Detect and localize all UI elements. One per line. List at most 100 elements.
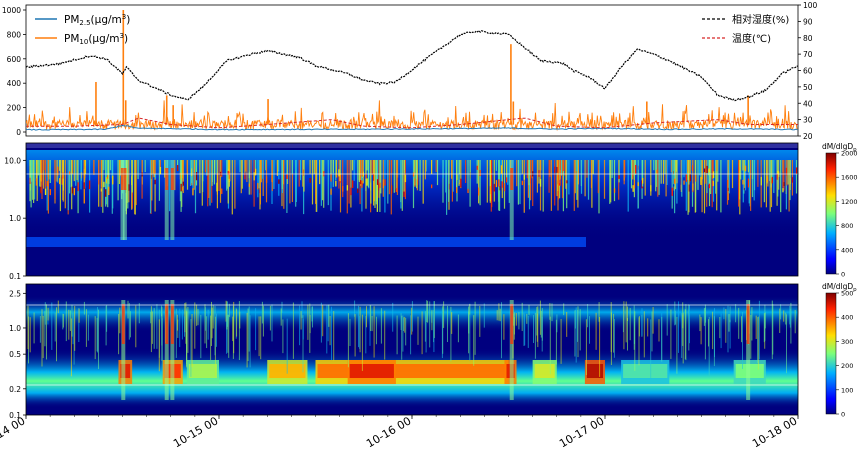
heatmap-cell	[150, 306, 152, 353]
y-tick-label: 400	[7, 79, 22, 88]
heatmap-cell	[629, 308, 631, 341]
heatmap-cell	[421, 311, 423, 355]
heatmap-cell	[491, 160, 493, 208]
heatmap-cell	[373, 173, 375, 181]
heatmap-cell	[194, 302, 196, 349]
heatmap-cell	[211, 160, 213, 186]
heatmap-cell	[496, 310, 498, 321]
pm25-series-line	[26, 124, 798, 131]
colorbar-middle: dM/dlgDp 0 400 800 1200 1600 2000	[822, 142, 858, 279]
heatmap-cell	[755, 315, 757, 339]
heatmap-cell	[348, 160, 350, 204]
heatmap-cell	[335, 180, 337, 187]
heatmap-cell	[769, 160, 771, 212]
heatmap-cell	[144, 160, 146, 172]
heatmap-cell	[265, 176, 268, 183]
heatmap-cell	[414, 160, 416, 176]
heatmap-cell	[610, 302, 612, 353]
heatmap-cell	[757, 160, 759, 187]
heatmap-cell	[674, 178, 676, 184]
heatmap-cell	[226, 160, 228, 191]
heatmap-cell	[704, 304, 706, 360]
heatmap-cell	[474, 301, 476, 355]
heatmap-cell	[127, 300, 129, 319]
right-y-axis: 20 30 40 50 60 70 80 90 100	[798, 1, 818, 141]
heatmap-cell	[214, 306, 216, 356]
heatmap-cell	[100, 188, 102, 192]
heatmap-cell	[128, 303, 130, 340]
heatmap-cell	[248, 160, 250, 195]
heatmap-cell	[204, 307, 206, 331]
heatmap-cell	[763, 160, 765, 203]
heatmap-cell	[633, 305, 635, 350]
heatmap-cell	[80, 160, 82, 190]
heatmap-cell	[579, 309, 581, 351]
heatmap-cell	[346, 185, 348, 191]
heatmap-cell	[239, 311, 241, 329]
heatmap-plume	[164, 160, 169, 240]
mid-y-tick-label: 1.0	[9, 214, 21, 223]
heatmap-cell	[186, 160, 188, 174]
heatmap-cell	[789, 305, 791, 325]
heatmap-plume	[509, 160, 514, 240]
heatmap-cell	[59, 160, 61, 212]
heatmap-cell	[760, 176, 762, 186]
heatmap-cell	[785, 312, 787, 325]
heatmap-cell	[769, 160, 771, 182]
heatmap-cell	[521, 302, 523, 332]
heatmap-cell	[598, 160, 600, 214]
heatmap-cell	[32, 160, 34, 200]
heatmap-cell	[479, 305, 481, 337]
heatmap-cell	[228, 314, 230, 358]
heatmap-cell	[83, 301, 85, 315]
heatmap-cell	[401, 160, 403, 211]
heatmap-cell	[498, 303, 500, 321]
heatmap-plume	[121, 300, 126, 400]
heatmap-cell	[301, 301, 303, 318]
heatmap-cell	[255, 160, 257, 176]
left-y-axis: 0 200 400 600 800 1000	[2, 6, 26, 137]
heatmap-cell	[670, 160, 672, 173]
heatmap-cell	[782, 188, 784, 193]
heatmap-cell	[727, 187, 730, 191]
heatmap-cell	[40, 173, 42, 182]
heatmap-cell	[682, 302, 684, 346]
heatmap-cell	[436, 160, 439, 186]
heatmap-cell	[790, 302, 792, 344]
heatmap-cell	[339, 173, 341, 182]
heatmap-cell	[225, 300, 227, 322]
heatmap-cell	[184, 316, 185, 337]
heatmap-cell	[493, 160, 495, 202]
heatmap-cell	[141, 160, 143, 199]
heatmap-cell	[56, 160, 58, 182]
heatmap-cell	[641, 308, 643, 336]
heatmap-cell	[281, 301, 283, 313]
heatmap-cell	[451, 312, 453, 334]
y2-tick-label: 90	[803, 17, 813, 26]
heatmap-cell	[376, 160, 379, 182]
heatmap-cell	[309, 178, 311, 183]
heatmap-cell	[169, 160, 171, 212]
heatmap-cell	[716, 160, 718, 172]
heatmap-plume-core	[510, 168, 514, 190]
y2-tick-label: 50	[803, 83, 813, 92]
heatmap-cell	[660, 160, 662, 184]
heatmap-cell	[540, 310, 542, 338]
heatmap-cell	[29, 177, 31, 184]
heatmap-cell	[763, 313, 765, 343]
heatmap-cell	[556, 160, 558, 197]
heatmap-plume	[122, 160, 127, 240]
heatmap-cell	[376, 179, 379, 185]
heatmap-cell	[789, 160, 791, 201]
heatmap-cell	[712, 170, 715, 179]
heatmap-cell	[156, 304, 158, 349]
heatmap-cell	[662, 160, 665, 184]
heatmap-cell	[69, 160, 71, 194]
heatmap-cell	[738, 307, 740, 339]
heatmap-cell	[735, 304, 737, 323]
heatmap-cell	[191, 314, 193, 367]
heatmap-cell	[446, 160, 448, 215]
heatmap-cell	[697, 160, 699, 190]
heatmap-cell	[265, 160, 267, 171]
heatmap-cell	[643, 311, 645, 358]
